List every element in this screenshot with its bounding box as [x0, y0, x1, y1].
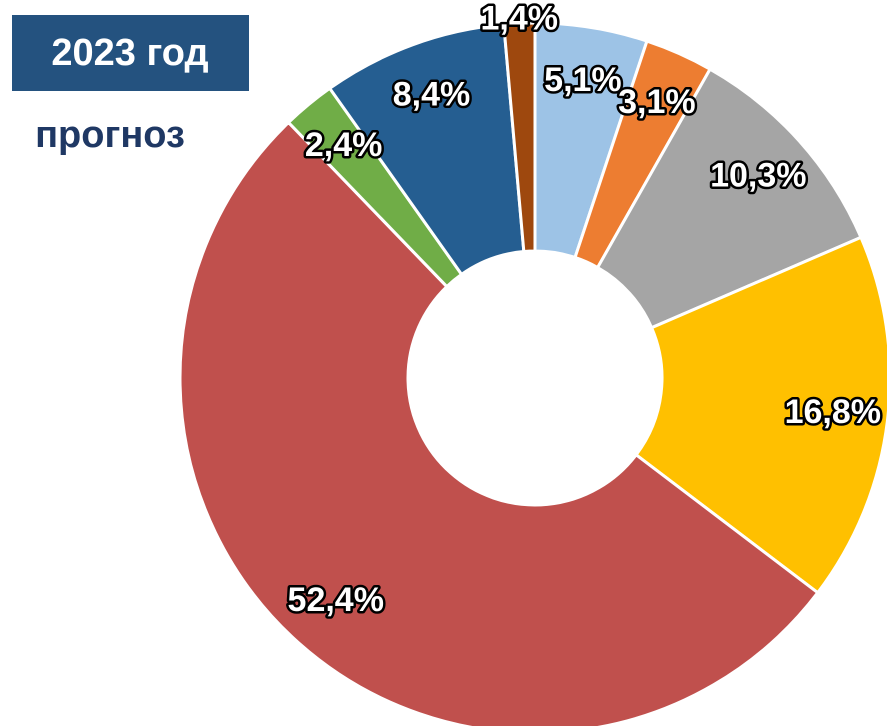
slice [634, 235, 887, 595]
data-label: 8,4% [393, 75, 471, 113]
data-label: 5,1% [544, 61, 622, 99]
slice [178, 120, 820, 726]
chart-subtitle: прогноз [35, 114, 185, 156]
data-label: 10,3% [710, 157, 806, 195]
data-label: 16,8% [785, 393, 881, 431]
slice [502, 21, 537, 254]
data-label: 2,4% [305, 126, 383, 164]
chart-title: 2023 год [51, 32, 208, 74]
slice [595, 67, 863, 330]
data-label: 3,1% [618, 83, 696, 121]
data-label: 1,4% [480, 0, 558, 37]
data-label: 52,4% [288, 581, 384, 619]
labels: 5,1%3,1% 10,3% 16,8% 52,4% 2,4% 8,4% 1,4% [285, 0, 883, 622]
title-box [12, 15, 249, 91]
slices [178, 21, 887, 726]
